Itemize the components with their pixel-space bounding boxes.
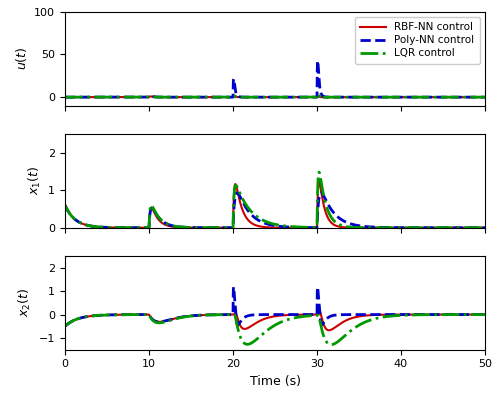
LQR control (345, 95, 351, 99)
Y-axis label: $x_2(t)$: $x_2(t)$ (17, 288, 34, 318)
RBF-NN control (306, 95, 312, 99)
Line: LQR control: LQR control (65, 94, 485, 99)
Line: RBF-NN control: RBF-NN control (65, 96, 485, 97)
RBF-NN control (469, 95, 475, 99)
RBF-NN control (168, 95, 174, 99)
Poly-NN control (482, 95, 488, 99)
LQR control (482, 95, 488, 99)
RBF-NN control (62, 95, 68, 99)
RBF-NN control (408, 95, 414, 99)
LQR control (315, 92, 321, 96)
RBF-NN control (315, 94, 321, 99)
Y-axis label: $x_1(t)$: $x_1(t)$ (26, 166, 42, 195)
RBF-NN control (318, 95, 324, 99)
Poly-NN control (469, 95, 475, 99)
Line: Poly-NN control: Poly-NN control (65, 61, 485, 97)
LQR control (469, 95, 475, 99)
LQR control (168, 95, 174, 99)
LQR control (408, 95, 414, 99)
Y-axis label: $u(t)$: $u(t)$ (14, 47, 28, 70)
Poly-NN control (168, 95, 174, 99)
Poly-NN control (136, 95, 142, 99)
RBF-NN control (136, 95, 142, 99)
LQR control (62, 95, 68, 99)
Poly-NN control (306, 95, 312, 99)
X-axis label: Time (s): Time (s) (250, 375, 300, 388)
RBF-NN control (482, 95, 488, 99)
Poly-NN control (314, 58, 320, 63)
LQR control (318, 96, 324, 101)
LQR control (306, 95, 312, 99)
Poly-NN control (62, 95, 68, 99)
Legend: RBF-NN control, Poly-NN control, LQR control: RBF-NN control, Poly-NN control, LQR con… (355, 17, 480, 64)
LQR control (136, 95, 142, 99)
Poly-NN control (408, 95, 414, 99)
RBF-NN control (345, 95, 351, 99)
Poly-NN control (345, 95, 351, 99)
